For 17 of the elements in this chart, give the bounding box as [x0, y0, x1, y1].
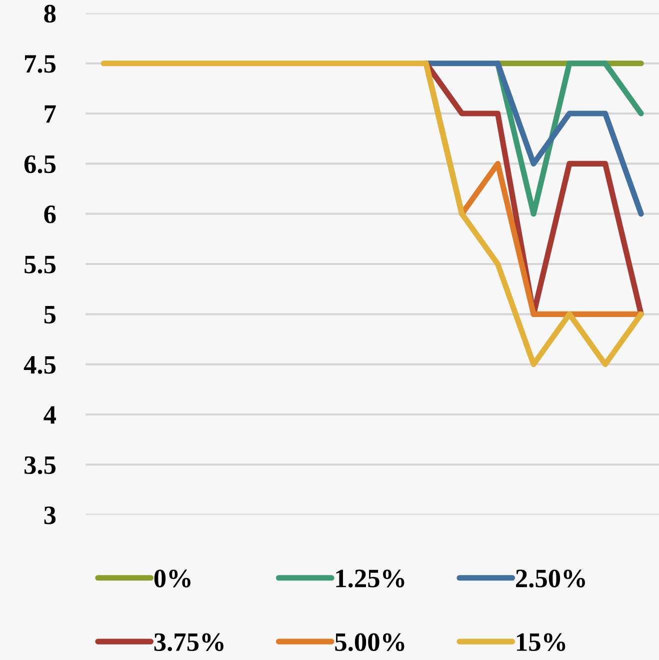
y-tick-label: 6.5 — [24, 155, 56, 174]
legend-label: 15% — [517, 633, 566, 652]
y-tick-label: 5.5 — [24, 256, 56, 274]
y-tick-label: 3.5 — [24, 456, 56, 474]
y-tick-label: 7.5 — [25, 55, 56, 73]
y-tick-label: 4 — [44, 406, 56, 424]
y-tick-label: 7 — [44, 105, 56, 123]
legend-label: 3.75% — [154, 633, 224, 652]
legend-label: 2.50% — [516, 570, 585, 588]
legend-label: 5.00% — [335, 633, 404, 652]
legend-label: 1.25% — [336, 570, 404, 588]
y-tick-label: 8 — [44, 4, 56, 23]
y-tick-label: 6 — [44, 206, 56, 224]
y-tick-label: 3 — [44, 506, 56, 524]
legend-label: 0% — [154, 570, 190, 588]
y-tick-label: 5 — [44, 306, 56, 324]
y-tick-label: 4.5 — [24, 356, 56, 374]
